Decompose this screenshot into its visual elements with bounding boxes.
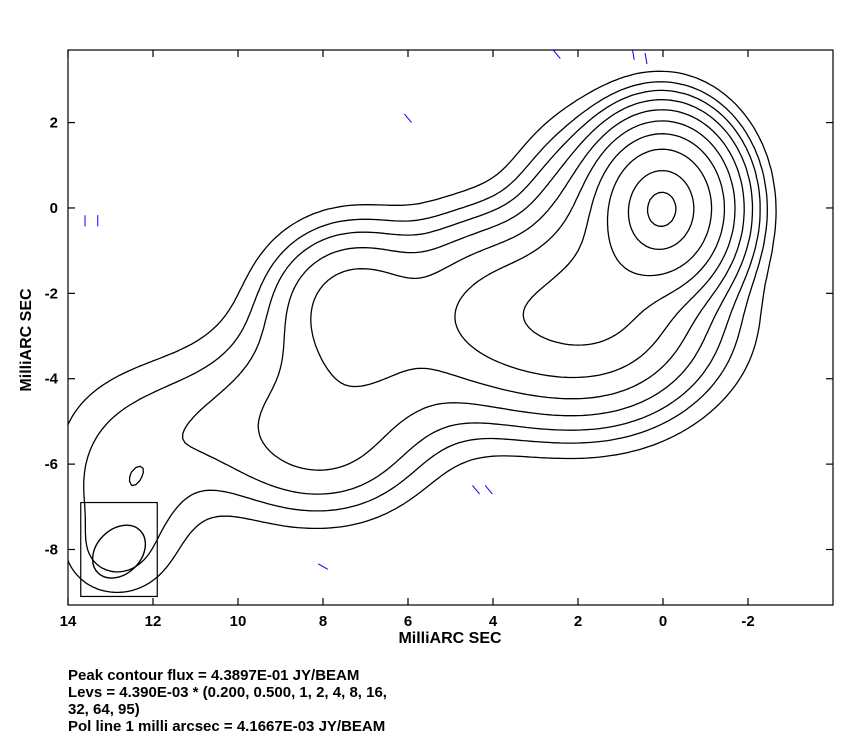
contour-lines: [68, 70, 777, 594]
y-tick-label: 2: [50, 115, 58, 132]
beam-ellipse: [80, 501, 158, 598]
contour-level: [606, 148, 713, 277]
y-tick-label: -6: [45, 456, 58, 473]
levels-text-line1: Levs = 4.390E-03 * (0.200, 0.500, 1, 2, …: [68, 684, 387, 701]
y-tick-label: -8: [45, 542, 58, 559]
x-tick-label: 4: [489, 613, 498, 630]
pol-line-scale-text: Pol line 1 milli arcsec = 4.1667E-03 JY/…: [68, 718, 386, 735]
x-tick-label: 8: [319, 613, 327, 630]
pol-vector: [644, 52, 648, 65]
axis-ticks: [67, 50, 833, 605]
beam-box: [80, 501, 158, 598]
pol-vector: [317, 563, 329, 570]
y-tick-label: 0: [50, 200, 58, 217]
y-tick-label: -4: [45, 371, 59, 388]
pol-vector: [404, 113, 412, 123]
x-tick-labels: 14 12 10 8 6 4 2 0 -2: [60, 613, 755, 630]
contour-level: [522, 133, 726, 346]
contour-level: [68, 70, 777, 594]
x-axis-title: MilliARC SEC: [398, 630, 502, 647]
beam-shape: [91, 524, 147, 579]
x-tick-label: 12: [145, 613, 162, 630]
polarization-vectors: [84, 50, 648, 570]
contour-level: [310, 109, 745, 400]
contour-level: [454, 120, 736, 379]
contour-plot: 14 12 10 8 6 4 2 0 -2 2 0 -2 -4 -6 -8 MilliARC SEC Mi…: [18, 49, 834, 647]
levels-text-line2: 32, 64, 95): [68, 701, 140, 718]
peak-flux-text: Peak contour flux = 4.3897E-01 JY/BEAM: [68, 667, 360, 684]
x-tick-label: -2: [741, 613, 754, 630]
pol-vector: [484, 485, 493, 495]
pol-vector: [552, 50, 561, 59]
contour-level: [646, 191, 677, 227]
contour-level: [627, 169, 695, 251]
x-tick-label: 2: [574, 613, 582, 630]
pol-vector: [472, 485, 480, 495]
x-tick-label: 6: [404, 613, 412, 630]
plot-frame: [67, 49, 834, 606]
x-tick-label: 10: [230, 613, 247, 630]
y-tick-label: -2: [45, 285, 58, 302]
y-axis-title: MilliARC SEC: [18, 288, 35, 392]
x-tick-label: 14: [60, 613, 77, 630]
contour-level: [128, 89, 761, 495]
contour-level: [83, 81, 768, 573]
y-tick-labels: 2 0 -2 -4 -6 -8: [45, 115, 59, 559]
contour-level: [257, 99, 754, 471]
x-tick-label: 0: [659, 613, 667, 630]
pol-vector: [631, 50, 635, 60]
